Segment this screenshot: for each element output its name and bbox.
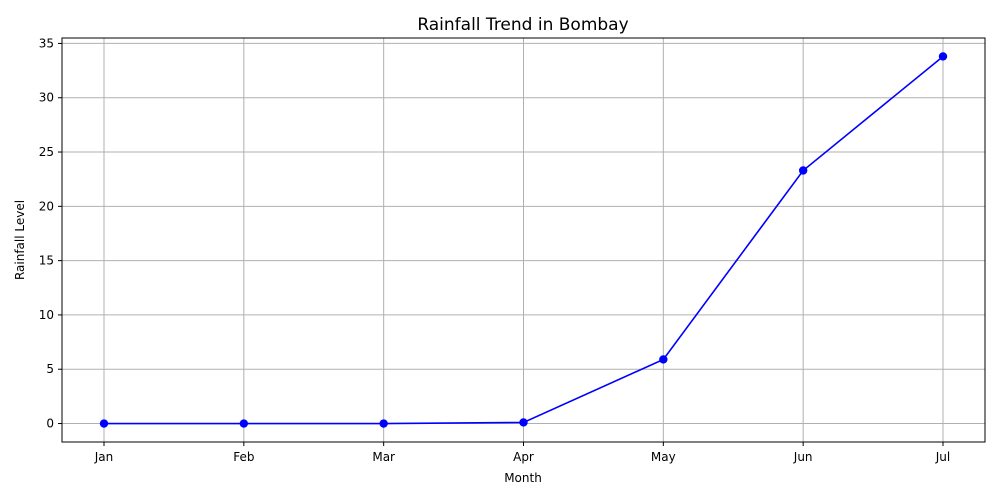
- x-tick-label: Apr: [513, 450, 534, 464]
- x-tick-label: Jun: [793, 450, 813, 464]
- x-tick-label: Mar: [372, 450, 395, 464]
- data-point-marker: [519, 418, 528, 427]
- y-axis-label: Rainfall Level: [13, 200, 27, 280]
- x-tick-label: Feb: [233, 450, 254, 464]
- y-tick-label: 10: [39, 308, 54, 322]
- data-point-marker: [798, 166, 808, 175]
- y-tick-label: 15: [39, 254, 54, 268]
- y-tick-label: 5: [46, 362, 54, 376]
- x-tick-label: May: [651, 450, 676, 464]
- series-layer: [99, 52, 948, 428]
- chart-title: Rainfall Trend in Bombay: [417, 15, 628, 35]
- y-tick-label: 0: [46, 417, 54, 431]
- x-tick-label: Jan: [94, 450, 114, 464]
- data-point-marker: [938, 52, 948, 61]
- data-point-marker: [239, 419, 249, 428]
- tick-layer: Jan Feb Mar Apr May Jun Jul 0 5 10 15 20 25 30 35: [39, 36, 951, 464]
- data-point-marker: [659, 355, 668, 364]
- x-axis-label: Month: [504, 471, 542, 485]
- data-point-marker: [99, 419, 109, 428]
- y-tick-label: 25: [39, 145, 54, 159]
- x-tick-label: Jul: [935, 450, 950, 464]
- y-tick-label: 30: [39, 91, 54, 105]
- y-tick-label: 20: [39, 199, 54, 213]
- data-point-marker: [379, 419, 388, 428]
- grid-layer: [62, 38, 985, 442]
- y-tick-label: 35: [39, 36, 54, 50]
